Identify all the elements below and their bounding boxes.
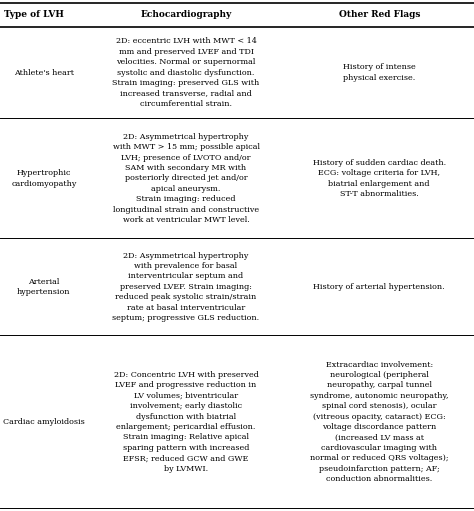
Text: 2D: eccentric LVH with MWT < 14
mm and preserved LVEF and TDI
velocities. Normal: 2D: eccentric LVH with MWT < 14 mm and p… [112,37,260,108]
Text: History of arterial hypertension.: History of arterial hypertension. [313,283,445,291]
Text: Extracardiac involvement:
neurological (peripheral
neuropathy, carpal tunnel
syn: Extracardiac involvement: neurological (… [310,361,448,483]
Text: 2D: Concentric LVH with preserved
LVEF and progressive reduction in
LV volumes; : 2D: Concentric LVH with preserved LVEF a… [114,371,258,473]
Text: Cardiac amyloidosis: Cardiac amyloidosis [3,418,85,426]
Text: Type of LVH: Type of LVH [4,10,64,19]
Text: Other Red Flags: Other Red Flags [338,10,420,19]
Text: Echocardiography: Echocardiography [140,10,232,19]
Text: History of intense
physical exercise.: History of intense physical exercise. [343,63,416,82]
Text: 2D: Asymmetrical hypertrophy
with MWT > 15 mm; possible apical
LVH; presence of : 2D: Asymmetrical hypertrophy with MWT > … [112,133,260,224]
Text: Arterial
hypertension: Arterial hypertension [17,277,71,296]
Text: Hypertrophic
cardiomyopathy: Hypertrophic cardiomyopathy [11,169,76,188]
Text: Athlete's heart: Athlete's heart [14,68,74,77]
Text: 2D: Asymmetrical hypertrophy
with prevalence for basal
interventricular septum a: 2D: Asymmetrical hypertrophy with preval… [112,252,260,322]
Text: History of sudden cardiac death.
ECG: voltage criteria for LVH,
biatrial enlarge: History of sudden cardiac death. ECG: vo… [313,159,446,198]
